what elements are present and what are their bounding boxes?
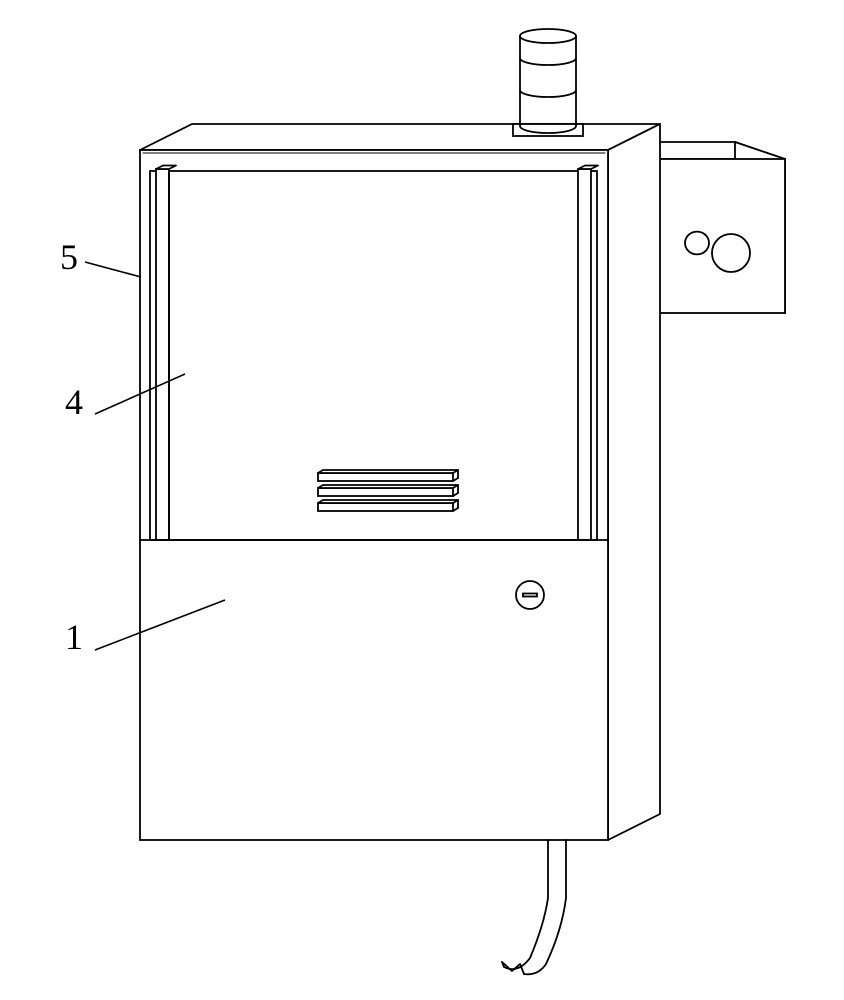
callout-4: 4	[65, 381, 83, 423]
diagram-stage: 5 4 1	[0, 0, 844, 1000]
line-drawing	[0, 0, 844, 1000]
callout-5: 5	[60, 236, 78, 278]
callout-1: 1	[65, 616, 83, 658]
